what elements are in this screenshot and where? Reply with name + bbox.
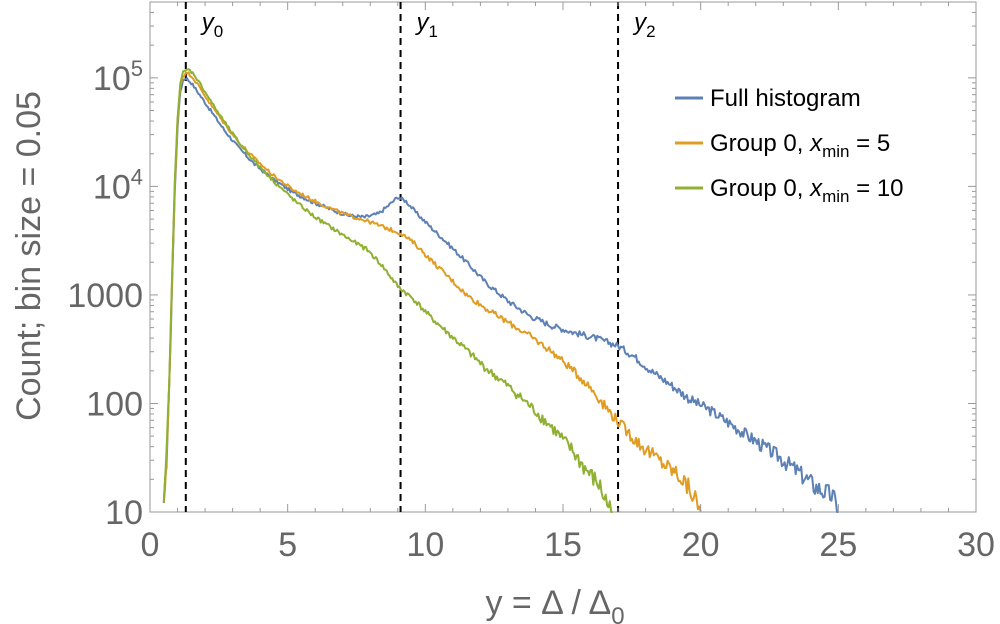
series-line-1 (162, 71, 702, 513)
series-line-0 (162, 77, 839, 513)
y-tick-label: 100 (86, 385, 143, 423)
x-tick-label: 25 (819, 526, 857, 564)
vline-label-y2: y2 (632, 9, 655, 41)
y-tick-label: 10 (105, 494, 143, 532)
legend-label-0: Full histogram (710, 85, 861, 112)
series-line-2 (162, 68, 613, 513)
y-tick-label: 1000 (67, 277, 143, 315)
x-axis-title: y = Δ / Δ0 (485, 584, 624, 624)
x-tick-label: 20 (682, 526, 720, 564)
vline-label-y1: y1 (415, 9, 438, 41)
y-tick-label: 104 (93, 164, 143, 206)
x-tick-label: 30 (957, 526, 995, 564)
x-tick-label: 5 (278, 526, 297, 564)
x-tick-label: 0 (141, 526, 160, 564)
vline-label-y0: y0 (200, 9, 223, 41)
x-tick-label: 10 (406, 526, 444, 564)
x-tick-label: 15 (544, 526, 582, 564)
legend-label-2: Group 0, xmin = 10 (710, 175, 904, 206)
y-axis-title: Count; bin size = 0.05 (10, 91, 48, 421)
y-tick-label: 105 (93, 56, 143, 98)
legend-label-1: Group 0, xmin = 5 (710, 130, 890, 161)
